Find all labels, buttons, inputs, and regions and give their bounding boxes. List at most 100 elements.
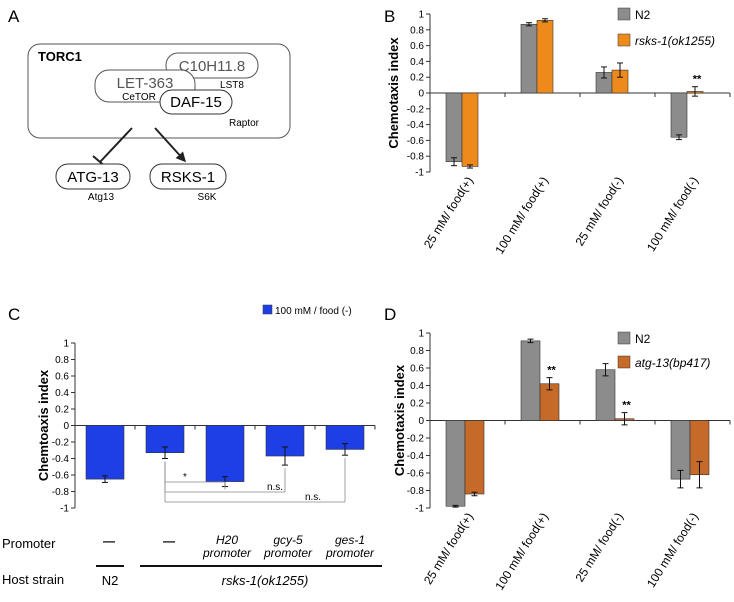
node-atg13 xyxy=(55,163,131,190)
significance-mark-d: ** xyxy=(622,400,631,412)
bar-d xyxy=(464,420,485,495)
host-row-label: Host strain xyxy=(2,572,64,587)
y-tick-label-c: 0 xyxy=(63,421,69,432)
y-tick-label-d: -0.6 xyxy=(407,469,425,480)
significance-label-c: * xyxy=(183,472,187,483)
node-atg13-sub: Atg13 xyxy=(88,192,115,203)
category-label-d: 25 mM/ food(+) xyxy=(421,510,476,587)
node-daf15-sub: Raptor xyxy=(229,118,260,129)
category-label-b: 25 mM/ food(+) xyxy=(421,174,476,251)
promoter-table: Promoter Host strain — — H20 promoter gc… xyxy=(2,533,382,588)
significance-label-c: n.s. xyxy=(267,482,283,493)
y-tick-label-d: -0.4 xyxy=(407,451,425,462)
activation-arrow xyxy=(154,127,187,163)
significance-mark-b: ** xyxy=(693,74,702,86)
y-tick-label-c: -0.2 xyxy=(52,438,70,449)
y-tick-label-b: -0.6 xyxy=(407,136,425,147)
legend-swatch-b xyxy=(617,7,631,21)
legend-label-c: 100 mM / food (-) xyxy=(275,306,352,317)
promoter-ges1-line2: promoter xyxy=(325,546,375,560)
y-tick-label-b: 0 xyxy=(418,89,424,100)
y-tick-label-b: -0.8 xyxy=(407,152,425,163)
significance-mark-d: ** xyxy=(547,365,556,377)
promoter-h20-line1: H20 xyxy=(216,533,238,547)
panel-letter-a: A xyxy=(8,7,20,26)
node-atg13-label: ATG-13 xyxy=(67,169,118,186)
y-axis-label-b: Chemotaxis index xyxy=(386,37,401,149)
legend-label-d: N2 xyxy=(635,332,651,346)
inhibition-line xyxy=(99,127,133,163)
promoter-row-label: Promoter xyxy=(2,536,56,551)
y-tick-label-b: 0.6 xyxy=(410,41,424,52)
legend-swatch-c xyxy=(262,304,273,315)
y-tick-label-b: 1 xyxy=(418,10,424,21)
y-tick-label-d: 0 xyxy=(418,416,424,427)
promoter-h20-line2: promoter xyxy=(202,546,252,560)
y-tick-label-b: 0.4 xyxy=(410,57,424,68)
y-tick-label-c: 0.4 xyxy=(55,388,69,399)
bar-c xyxy=(85,425,125,480)
category-label-d: 25 mM/ food(-) xyxy=(572,510,626,584)
panel-letter-b: B xyxy=(384,7,395,26)
node-rsks1-sub: S6K xyxy=(198,192,217,203)
host-n2: N2 xyxy=(102,573,119,588)
legend-label-d: atg-13(bp417) xyxy=(635,356,710,370)
legend-label-b: rsks-1(ok1255) xyxy=(635,34,715,48)
promoter-gcy5-line2: promoter xyxy=(263,546,313,560)
y-tick-label-d: 0.6 xyxy=(410,364,424,375)
y-tick-label-b: 0.8 xyxy=(410,25,424,36)
torc1-label: TORC1 xyxy=(38,49,82,64)
y-axis-label-c: Chemtoaxis index xyxy=(36,369,51,481)
chart-b: 1 0.8 0.6 0.4 0.2 0 -0.2 -0.4 -0.6 -0.8 -1 Chemotax… xyxy=(386,7,731,257)
bar-b xyxy=(520,23,538,94)
y-tick-label-c: -0.4 xyxy=(52,454,70,465)
chart-c: 1 0.8 0.6 0.4 0.2 0 -0.2 -0.4 -0.6 -0.8 -1 Chemtoax… xyxy=(36,304,376,515)
y-tick-label-d: 0.4 xyxy=(410,381,424,392)
legend-swatch-b xyxy=(617,33,631,47)
node-rsks1 xyxy=(149,163,227,190)
category-label-d: 100 mM/ food(-) xyxy=(644,510,701,590)
promoter-ges1-line1: ges-1 xyxy=(335,533,365,547)
legend-label-b: N2 xyxy=(635,8,651,22)
bar-b xyxy=(461,92,479,167)
bar-c xyxy=(205,425,245,482)
significance-label-c: n.s. xyxy=(305,492,321,503)
bar-d xyxy=(520,340,541,421)
promoter-dash-rsks1: — xyxy=(163,534,175,548)
bar-b xyxy=(445,92,463,163)
y-tick-label-d: 1 xyxy=(418,329,424,340)
node-c10h11-sub: LST8 xyxy=(220,80,244,91)
y-tick-label-c: 1 xyxy=(63,339,69,350)
y-tick-label-b: -0.2 xyxy=(407,104,425,115)
panel-letter-c: C xyxy=(8,305,20,324)
promoter-gcy5-line1: gcy-5 xyxy=(273,533,303,547)
node-daf15-label: DAF-15 xyxy=(170,94,222,111)
category-label-d: 100 mM/ food(+) xyxy=(492,510,551,592)
promoter-dash-n2: — xyxy=(103,534,115,548)
chart-d: 1 0.8 0.6 0.4 0.2 0 -0.2 -0.4 -0.6 -0.8 -1 Chemotax… xyxy=(392,329,731,593)
bar-d xyxy=(445,420,466,507)
category-label-b: 25 mM/ food(-) xyxy=(572,174,626,248)
y-tick-label-b: -0.4 xyxy=(407,120,425,131)
torc1-complex-box xyxy=(27,43,291,139)
category-label-b: 100 mM/ food(-) xyxy=(644,174,701,254)
legend-swatch-d xyxy=(617,355,631,369)
y-tick-label-c: 0.8 xyxy=(55,355,69,366)
y-tick-label-c: -1 xyxy=(60,504,69,515)
node-c10h11 xyxy=(165,52,259,79)
node-c10h11-label: C10H11.8 xyxy=(179,58,245,75)
category-label-b: 100 mM/ food(+) xyxy=(492,174,551,256)
y-axis-label-d: Chemotaxis index xyxy=(392,364,407,476)
panel-letter-d: D xyxy=(384,305,396,324)
bar-b xyxy=(536,20,554,94)
y-tick-label-d: 0.2 xyxy=(410,399,424,410)
y-tick-label-d: -0.2 xyxy=(407,434,425,445)
y-tick-label-b: 0.2 xyxy=(410,73,424,84)
y-tick-label-d: 0.8 xyxy=(410,346,424,357)
y-tick-label-c: 0.6 xyxy=(55,372,69,383)
torc1-diagram: TORC1 C10H11.8 LST8 LET-363 CeTOR DAF-15… xyxy=(27,43,291,203)
y-tick-label-c: 0.2 xyxy=(55,405,69,416)
node-rsks1-label: RSKS-1 xyxy=(161,169,215,186)
y-tick-label-d: -1 xyxy=(415,504,424,515)
